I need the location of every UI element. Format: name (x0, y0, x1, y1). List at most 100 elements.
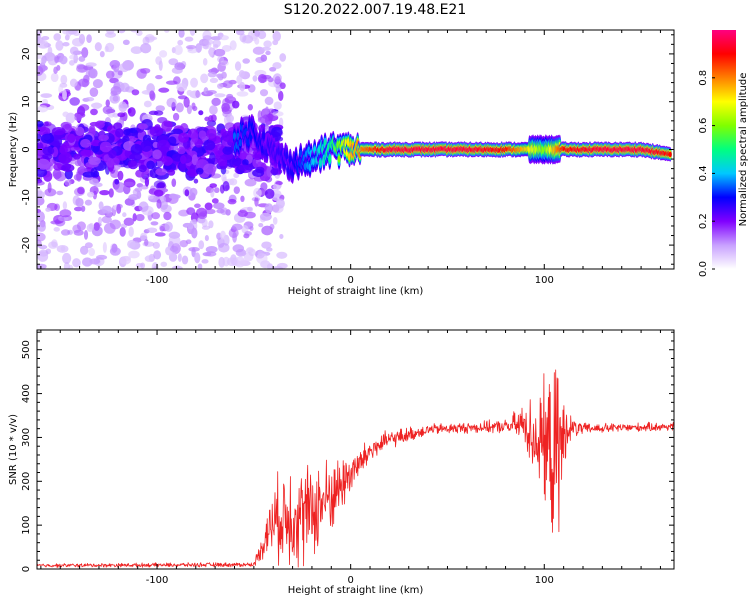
heatmap-cell (272, 62, 281, 69)
heatmap-cell (60, 75, 67, 84)
heatmap-cell (48, 241, 58, 248)
heatmap-cell (214, 187, 220, 193)
heatmap-cell (64, 180, 71, 186)
heatmap-cell (247, 207, 253, 211)
heatmap-cell (212, 198, 219, 203)
heatmap-cell (177, 147, 186, 155)
heatmap-cell (145, 177, 149, 186)
heatmap-cell (190, 25, 196, 35)
snr-series-line (37, 370, 674, 567)
heatmap-cell (178, 133, 189, 143)
heatmap-cell (95, 121, 105, 129)
heatmap-cell (136, 263, 144, 268)
heatmap-cell (151, 212, 160, 219)
heatmap-cell (140, 140, 152, 152)
heatmap-cell (265, 106, 269, 114)
heatmap-cell (202, 39, 213, 45)
heatmap-ylabel: Frequency (Hz) (8, 112, 19, 188)
heatmap-cell (276, 85, 281, 92)
heatmap-cell (178, 253, 182, 262)
heatmap-cell (77, 187, 85, 195)
heatmap-cell (265, 189, 275, 199)
heatmap-cell (106, 99, 110, 106)
heatmap-cell (78, 78, 89, 86)
heatmap-cell (80, 150, 93, 157)
heatmap-ridge-cell (262, 132, 265, 139)
heatmap-cell (85, 97, 94, 101)
heatmap-cell (75, 198, 83, 207)
heatmap-cell (187, 223, 193, 230)
y-tick-label: -20 (21, 237, 32, 253)
heatmap-cell (70, 79, 78, 88)
heatmap-cell (206, 129, 216, 139)
heatmap-cell (151, 221, 159, 225)
y-tick-label: 0 (21, 566, 32, 572)
heatmap-cell (260, 89, 268, 96)
heatmap-cell (171, 178, 176, 187)
heatmap-cell (238, 164, 249, 170)
y-tick-label: -10 (21, 189, 32, 205)
heatmap-cell (232, 101, 239, 109)
heatmap-cell (199, 130, 207, 139)
heatmap-cell (208, 115, 213, 122)
y-tick-label: 10 (21, 95, 32, 108)
heatmap-cell (233, 244, 245, 252)
heatmap-cell (73, 154, 80, 160)
y-tick-label: 300 (21, 428, 32, 447)
heatmap-cell (98, 135, 109, 141)
heatmap-cell (69, 55, 77, 60)
heatmap-cell (85, 200, 92, 206)
heatmap-cell (163, 212, 171, 221)
heatmap-cell (113, 96, 119, 102)
heatmap-cell (201, 259, 208, 264)
heatmap-cell (180, 155, 186, 164)
heatmap-cell (279, 234, 283, 239)
heatmap-cell (206, 90, 217, 94)
snr-panel: -100 0 100 0100200300400500 Height of stra… (8, 330, 674, 596)
heatmap-cell (237, 91, 249, 97)
heatmap-cell (144, 239, 148, 246)
heatmap-cell (45, 208, 51, 212)
heatmap-cell (128, 251, 140, 259)
heatmap-cell (196, 168, 204, 175)
heatmap-cell (168, 58, 178, 65)
y-tick-label: 100 (21, 516, 32, 535)
heatmap-cell (118, 171, 124, 181)
heatmap-cell (203, 58, 208, 66)
heatmap-cell (122, 212, 126, 217)
heatmap-cell (254, 30, 260, 36)
snr-xlabel: Height of straight line (km) (288, 585, 424, 596)
heatmap-cell (117, 112, 125, 117)
heatmap-cell (145, 255, 155, 262)
heatmap-cell (191, 228, 197, 239)
x-tick-label: 100 (535, 575, 554, 586)
heatmap-cell (118, 101, 127, 112)
heatmap-cell (69, 97, 80, 106)
heatmap-cell (265, 203, 274, 213)
heatmap-cell (93, 79, 103, 88)
heatmap-cell (84, 230, 88, 240)
heatmap-xlabel: Height of straight line (km) (288, 286, 424, 297)
heatmap-cell (208, 220, 213, 228)
heatmap-cell (198, 213, 207, 219)
heatmap-cell (235, 61, 241, 71)
heatmap-cell (238, 210, 248, 217)
heatmap-cell (266, 247, 273, 251)
heatmap-cell (157, 140, 170, 151)
heatmap-cell (261, 226, 273, 236)
heatmap-cell (186, 207, 195, 215)
heatmap-cell (50, 220, 60, 224)
heatmap-cell (146, 227, 157, 233)
heatmap-cell (72, 258, 81, 267)
heatmap-cell (103, 106, 113, 114)
y-tick-label: 400 (21, 384, 32, 403)
heatmap-cell (173, 113, 179, 121)
heatmap-cell (53, 33, 61, 41)
heatmap-cell (176, 102, 184, 112)
heatmap-cell (198, 110, 203, 115)
heatmap-cell (144, 101, 152, 108)
heatmap-cell (37, 159, 50, 170)
heatmap-cell (190, 188, 198, 197)
heatmap-cell (119, 256, 131, 265)
heatmap-cell (102, 216, 112, 223)
